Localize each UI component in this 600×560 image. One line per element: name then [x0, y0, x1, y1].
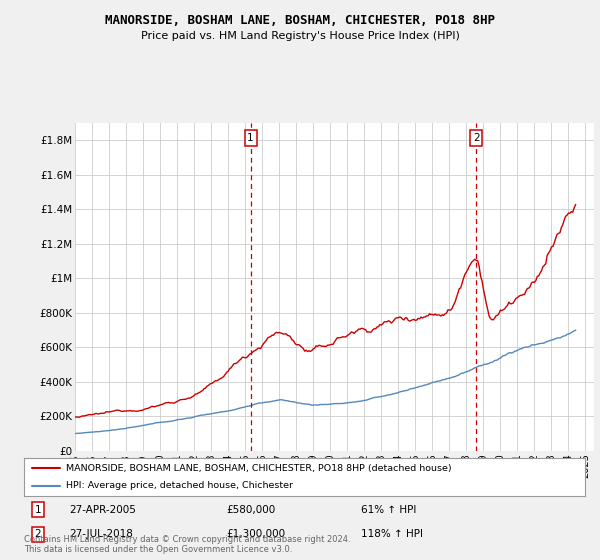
- Text: 1: 1: [247, 133, 254, 143]
- Text: 27-APR-2005: 27-APR-2005: [69, 505, 136, 515]
- Text: £580,000: £580,000: [226, 505, 275, 515]
- Text: MANORSIDE, BOSHAM LANE, BOSHAM, CHICHESTER, PO18 8HP: MANORSIDE, BOSHAM LANE, BOSHAM, CHICHEST…: [105, 14, 495, 27]
- Text: 2: 2: [35, 529, 41, 539]
- Text: 61% ↑ HPI: 61% ↑ HPI: [361, 505, 416, 515]
- Text: £1,300,000: £1,300,000: [226, 529, 285, 539]
- Text: MANORSIDE, BOSHAM LANE, BOSHAM, CHICHESTER, PO18 8HP (detached house): MANORSIDE, BOSHAM LANE, BOSHAM, CHICHEST…: [66, 464, 452, 473]
- Text: 1: 1: [35, 505, 41, 515]
- Text: HPI: Average price, detached house, Chichester: HPI: Average price, detached house, Chic…: [66, 481, 293, 490]
- Text: Price paid vs. HM Land Registry's House Price Index (HPI): Price paid vs. HM Land Registry's House …: [140, 31, 460, 41]
- Text: 118% ↑ HPI: 118% ↑ HPI: [361, 529, 422, 539]
- Text: 27-JUL-2018: 27-JUL-2018: [69, 529, 133, 539]
- Text: Contains HM Land Registry data © Crown copyright and database right 2024.
This d: Contains HM Land Registry data © Crown c…: [24, 535, 350, 554]
- Text: 2: 2: [473, 133, 479, 143]
